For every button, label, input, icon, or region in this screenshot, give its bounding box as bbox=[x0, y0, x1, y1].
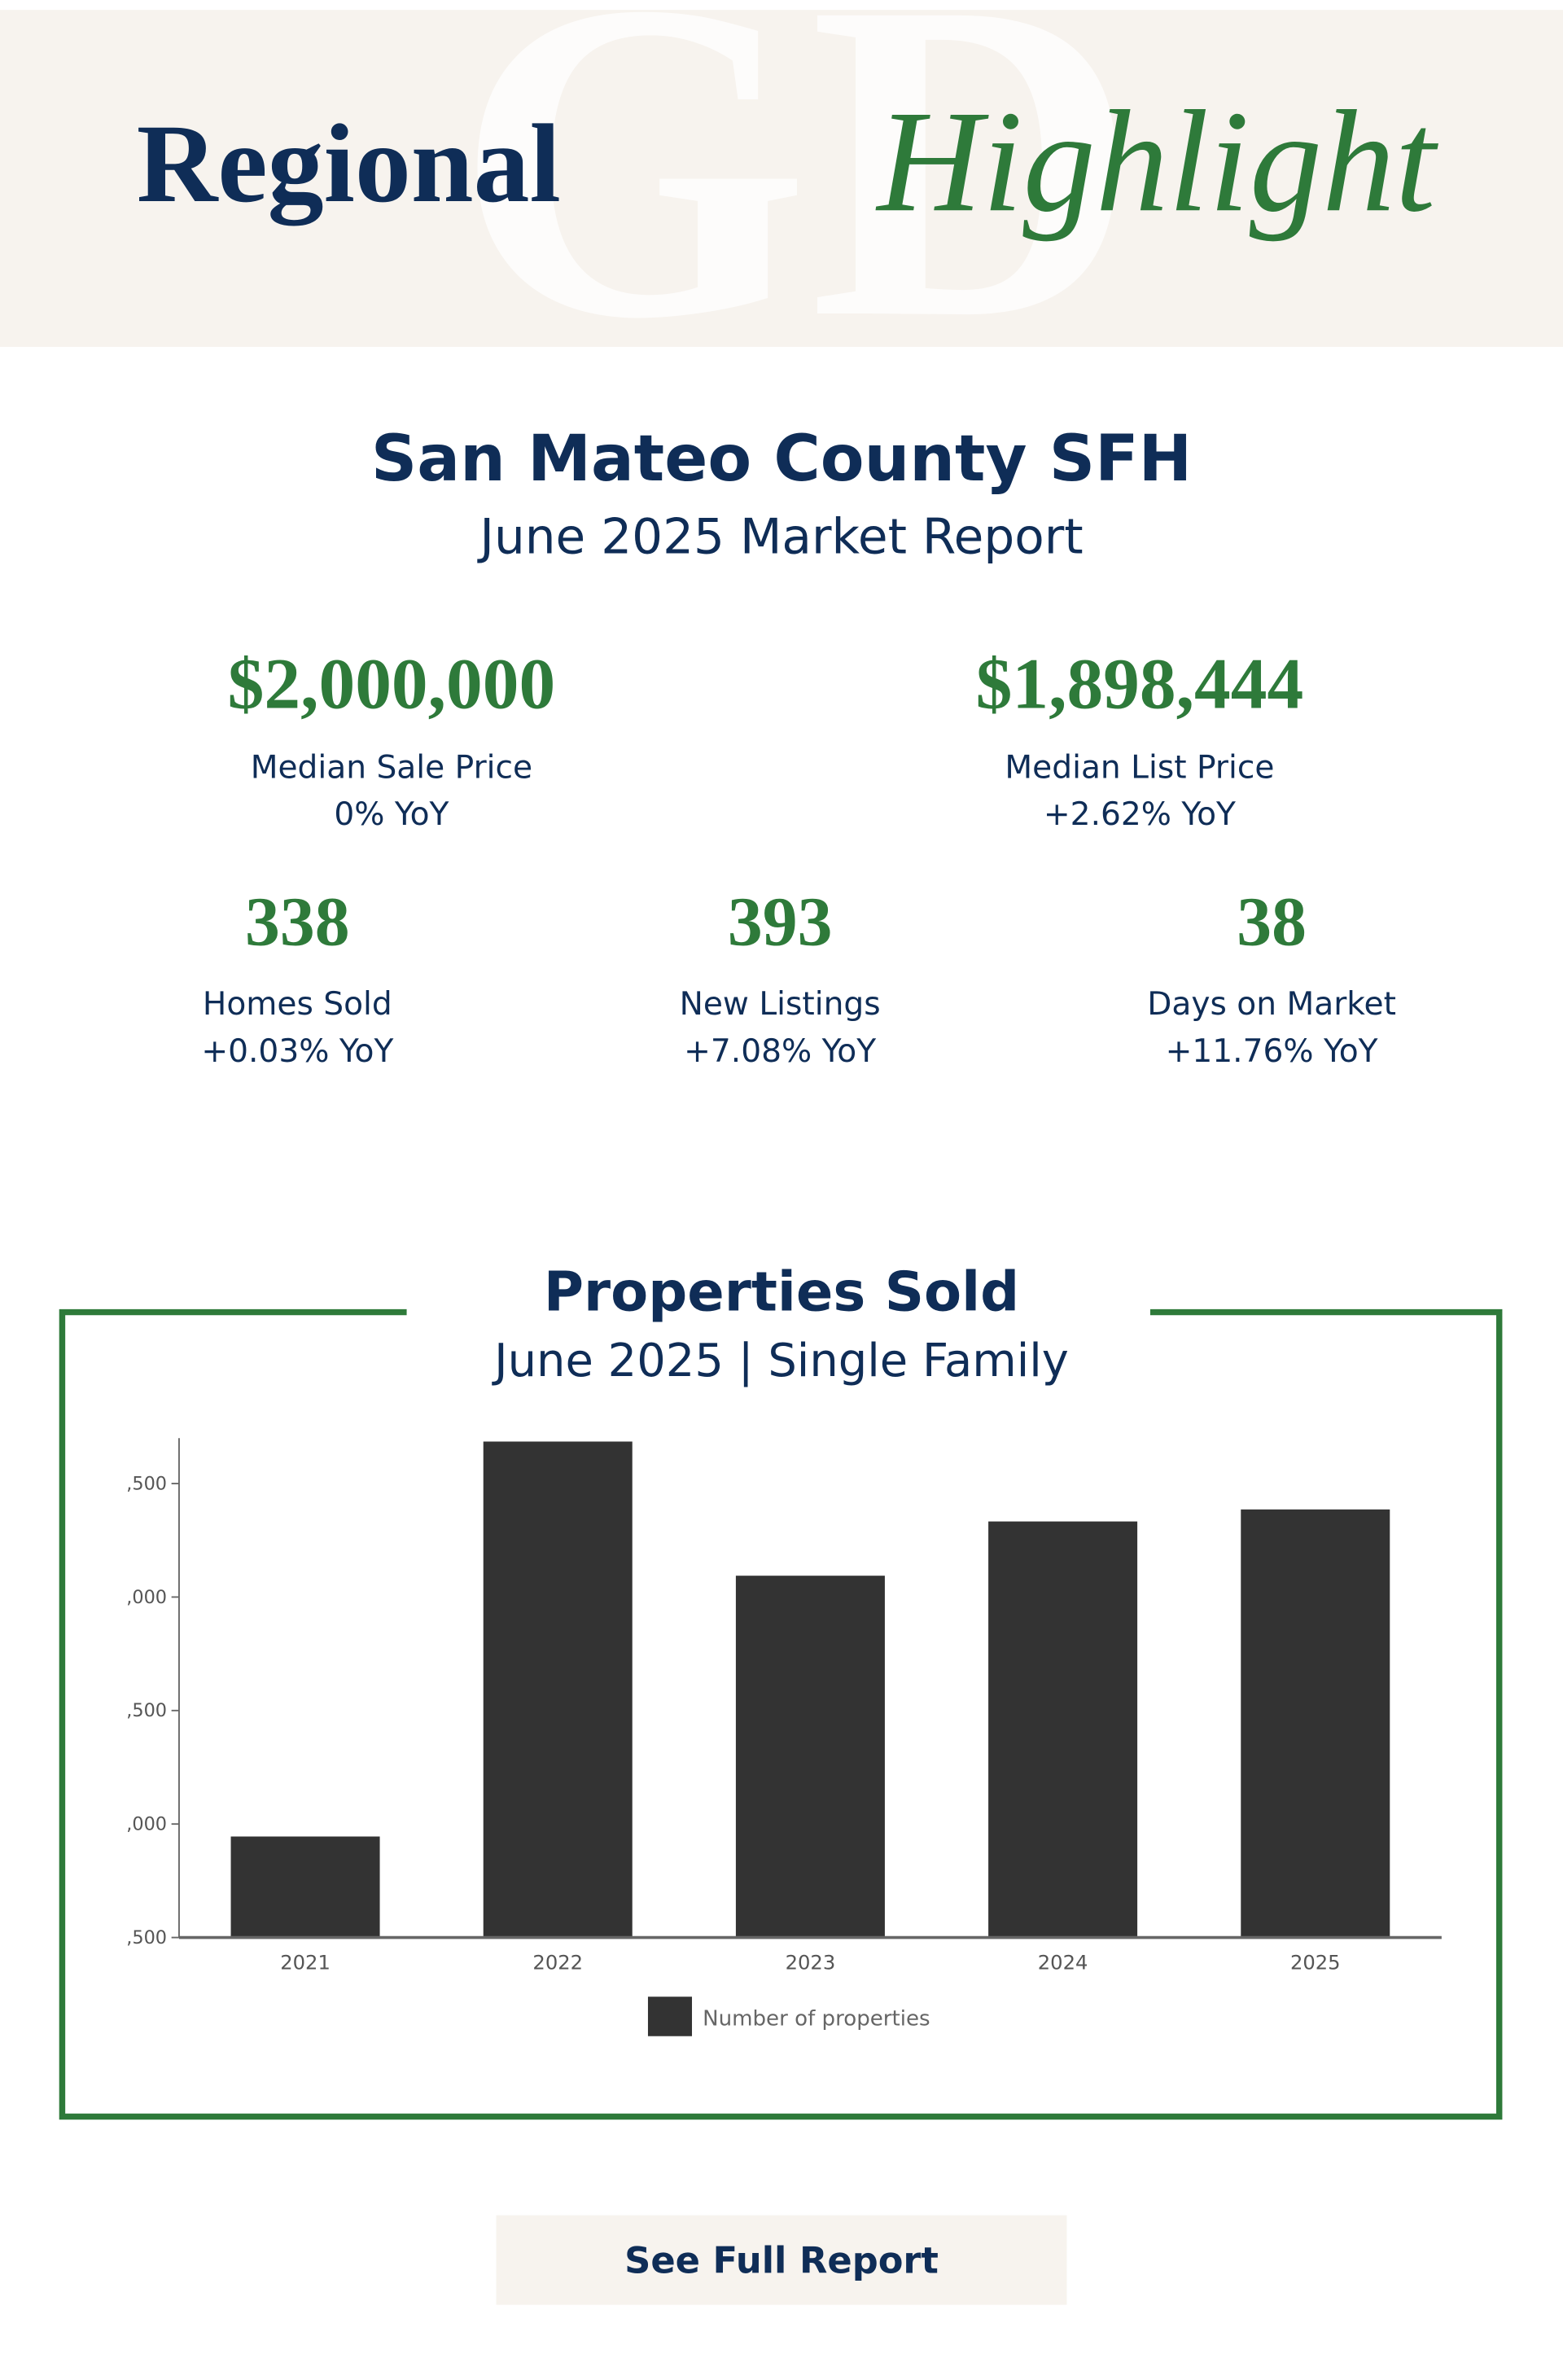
y-tick-label: ,500 bbox=[126, 1700, 167, 1721]
stat-value: 38 bbox=[1237, 883, 1307, 960]
y-tick-label: ,000 bbox=[126, 1587, 167, 1608]
report-subtitle: June 2025 Market Report bbox=[476, 510, 1083, 566]
x-tick-label: 2024 bbox=[1038, 1952, 1088, 1975]
stat-value: $2,000,000 bbox=[228, 644, 556, 725]
stat-label: Median List Price bbox=[1005, 749, 1274, 786]
stat-change: +11.76% YoY bbox=[1166, 1033, 1378, 1070]
stat-label: Days on Market bbox=[1147, 986, 1396, 1023]
button-bg[interactable] bbox=[496, 2215, 1067, 2305]
report-title: San Mateo County SFH bbox=[371, 422, 1192, 496]
x-tick-label: 2023 bbox=[786, 1952, 836, 1975]
bar bbox=[1241, 1509, 1390, 1938]
stat-value: 393 bbox=[728, 883, 833, 960]
bar-chart: ,500 ,000 ,500 ,000 ,500 2021 2022 2023 2024 2025… bbox=[126, 1438, 1442, 2036]
bar bbox=[988, 1521, 1138, 1938]
stat-change: +0.03% YoY bbox=[201, 1033, 393, 1070]
bar bbox=[483, 1441, 633, 1938]
stat-change: +2.62% YoY bbox=[1044, 796, 1236, 833]
see-full-report-button[interactable]: See Full Report bbox=[624, 2239, 939, 2282]
stat-label: Homes Sold bbox=[203, 986, 392, 1023]
header-band bbox=[0, 10, 1563, 348]
y-tick-label: ,500 bbox=[126, 1473, 167, 1494]
stat-label: New Listings bbox=[680, 986, 881, 1023]
y-tick-label: ,000 bbox=[126, 1814, 167, 1835]
stats: $2,000,000 Median Sale Price 0% YoY $1,898,… bbox=[201, 644, 1396, 1070]
x-tick-label: 2021 bbox=[280, 1952, 331, 1975]
bar bbox=[735, 1576, 885, 1938]
chart-subtitle: June 2025 | Single Family bbox=[492, 1335, 1069, 1387]
stat-value: 338 bbox=[245, 883, 350, 960]
stat-value: $1,898,444 bbox=[976, 644, 1304, 725]
legend-swatch bbox=[647, 1996, 693, 2036]
stat-label: Median Sale Price bbox=[251, 749, 532, 786]
y-tick-label: ,500 bbox=[126, 1927, 167, 1948]
bar bbox=[230, 1836, 380, 1938]
header-script: Highlight bbox=[875, 81, 1438, 242]
chart-frame bbox=[59, 1308, 1503, 2120]
chart-title: Properties Sold bbox=[544, 1260, 1019, 1324]
header-title: Regional bbox=[137, 101, 561, 226]
logo-watermark: GD bbox=[455, 0, 1138, 412]
legend-label: Number of properties bbox=[703, 2007, 930, 2032]
stat-change: 0% YoY bbox=[334, 796, 449, 833]
x-tick-label: 2022 bbox=[532, 1952, 583, 1975]
x-tick-label: 2025 bbox=[1290, 1952, 1341, 1975]
stat-change: +7.08% YoY bbox=[684, 1033, 876, 1070]
